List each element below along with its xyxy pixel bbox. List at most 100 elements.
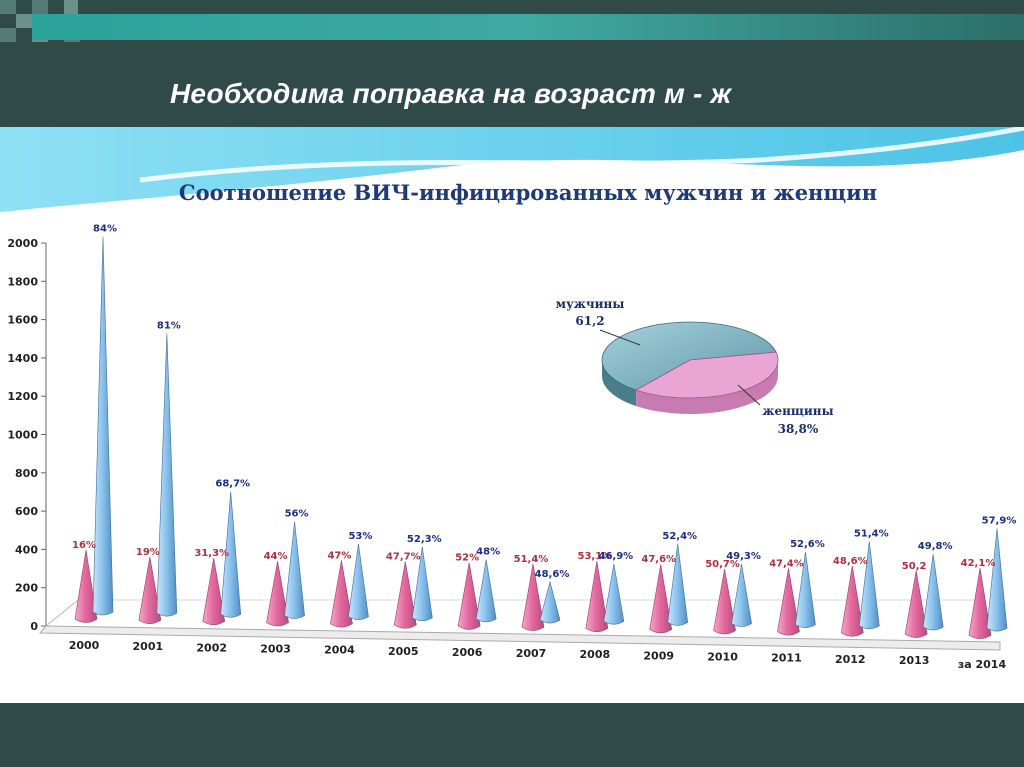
data-label-women: 44% xyxy=(264,551,288,562)
chart-title: Соотношение ВИЧ-инфицированных мужчин и … xyxy=(179,180,877,205)
pie-label-women-value: 38,8% xyxy=(778,422,819,436)
x-tick-label: 2004 xyxy=(324,644,355,657)
slide-title: Необходима поправка на возраст м - ж xyxy=(170,78,732,109)
x-tick-label: 2007 xyxy=(516,647,547,660)
y-axis: 0 200 400 600 800 1000 1200 1400 1600 1800 2000 xyxy=(7,237,47,633)
data-label-men: 46,9% xyxy=(599,551,634,562)
data-label-women: 47,6% xyxy=(641,554,676,565)
cone-men xyxy=(731,564,752,627)
x-axis: 2000 2001 2002 2003 2004 2005 2006 2007 2008 2009… xyxy=(69,639,1007,671)
data-label-men: 48% xyxy=(476,547,500,558)
data-label-men: 56% xyxy=(285,509,309,520)
floor-side-edge xyxy=(45,599,79,627)
data-label-women: 31,3% xyxy=(194,548,229,559)
y-tick-label: 400 xyxy=(15,543,38,556)
data-label-women: 52% xyxy=(455,553,479,564)
y-tick-label: 1000 xyxy=(7,429,38,442)
y-tick-label: 2000 xyxy=(7,237,38,250)
data-label-women: 47,4% xyxy=(769,558,804,569)
cone-men xyxy=(986,528,1008,632)
cone-women xyxy=(521,563,545,631)
x-tick-label: 2008 xyxy=(580,648,611,661)
x-tick-label: 2003 xyxy=(260,642,291,655)
data-label-men: 52,3% xyxy=(407,534,442,545)
x-tick-label: 2013 xyxy=(899,654,930,667)
data-label-men: 51,4% xyxy=(854,529,889,540)
cone-men xyxy=(475,559,497,623)
pie-label-men-name: мужчины xyxy=(556,297,625,311)
y-tick-label: 600 xyxy=(15,505,38,518)
data-label-women: 47% xyxy=(327,550,351,561)
data-label-men: 48,6% xyxy=(535,569,570,580)
cone-women xyxy=(840,565,864,637)
pie-men-side xyxy=(602,360,637,407)
x-tick-label: 2009 xyxy=(643,649,674,662)
decorative-swoosh xyxy=(0,127,1024,212)
cone-men xyxy=(667,543,689,626)
data-label-men: 49,8% xyxy=(918,541,953,552)
cone-women xyxy=(138,556,162,624)
data-label-men: 81% xyxy=(157,321,181,332)
data-label-women: 50,2 xyxy=(902,561,927,572)
data-label-women: 16% xyxy=(72,540,96,551)
floor-plane xyxy=(38,625,1001,651)
pie-leader-men xyxy=(599,329,641,346)
cone-women xyxy=(393,561,417,629)
cone-men xyxy=(348,543,369,620)
data-label-men: 53% xyxy=(348,531,372,542)
cone-men xyxy=(858,541,880,630)
x-tick-label: 2012 xyxy=(835,653,866,666)
pie-slice-men xyxy=(601,321,777,391)
pie-label-women-name: женщины xyxy=(762,404,833,418)
cone-men xyxy=(284,521,305,619)
x-tick-label: 2010 xyxy=(707,651,738,664)
data-label-men: 57,9% xyxy=(982,516,1017,527)
data-label-women: 48,6% xyxy=(833,556,868,567)
pie-women-side xyxy=(636,360,778,414)
cone-men xyxy=(92,236,114,616)
slide-footer xyxy=(0,703,1024,767)
cone-women xyxy=(202,558,226,626)
cone-women xyxy=(74,550,98,623)
x-tick-label: за 2014 xyxy=(958,658,1007,671)
cone-women xyxy=(649,564,673,634)
y-tick-label: 0 xyxy=(30,620,38,633)
cone-women xyxy=(330,560,353,628)
y-tick-label: 1800 xyxy=(7,275,38,288)
pie-chart xyxy=(599,321,779,414)
cone-men xyxy=(603,563,625,625)
data-label-women: 50,7% xyxy=(705,559,740,570)
cone-women xyxy=(904,570,928,638)
cone-men xyxy=(795,551,816,628)
cone-women xyxy=(457,562,481,630)
cone-women xyxy=(585,561,609,632)
x-tick-label: 2002 xyxy=(196,641,227,654)
pie-leader-women xyxy=(737,384,761,406)
header-accent-bar xyxy=(32,14,1024,40)
data-label-women: 47,7% xyxy=(386,552,421,563)
cone-women xyxy=(968,568,992,639)
data-label-men: 52,4% xyxy=(662,531,697,542)
data-label-men: 52,6% xyxy=(790,539,825,550)
data-label-women: 19% xyxy=(136,547,160,558)
data-label-men: 84% xyxy=(93,224,117,235)
data-label-women: 53,1% xyxy=(578,551,613,562)
y-tick-label: 800 xyxy=(15,467,38,480)
data-label-women: 51,4% xyxy=(514,554,549,565)
y-tick-label: 1200 xyxy=(7,390,38,403)
cone-women xyxy=(777,568,800,636)
data-label-men: 49,3% xyxy=(726,551,761,562)
chart-area: Соотношение ВИЧ-инфицированных мужчин и … xyxy=(0,127,1024,671)
x-tick-label: 2000 xyxy=(69,639,100,652)
cone-men xyxy=(539,580,561,624)
cone-series: 16% 84% 19% 81% 31,3% 68,7% 44% 56% 47% 53% 47,7% 5… xyxy=(72,224,1016,639)
cone-women xyxy=(266,561,289,627)
cone-men xyxy=(922,554,944,631)
data-label-women: 42,1% xyxy=(961,558,996,569)
x-tick-label: 2006 xyxy=(452,646,483,659)
cone-men xyxy=(220,491,242,618)
cone-men xyxy=(411,546,433,622)
decorative-swoosh-highlight xyxy=(139,127,1024,183)
x-tick-label: 2005 xyxy=(388,645,419,658)
data-label-men: 68,7% xyxy=(215,479,250,490)
